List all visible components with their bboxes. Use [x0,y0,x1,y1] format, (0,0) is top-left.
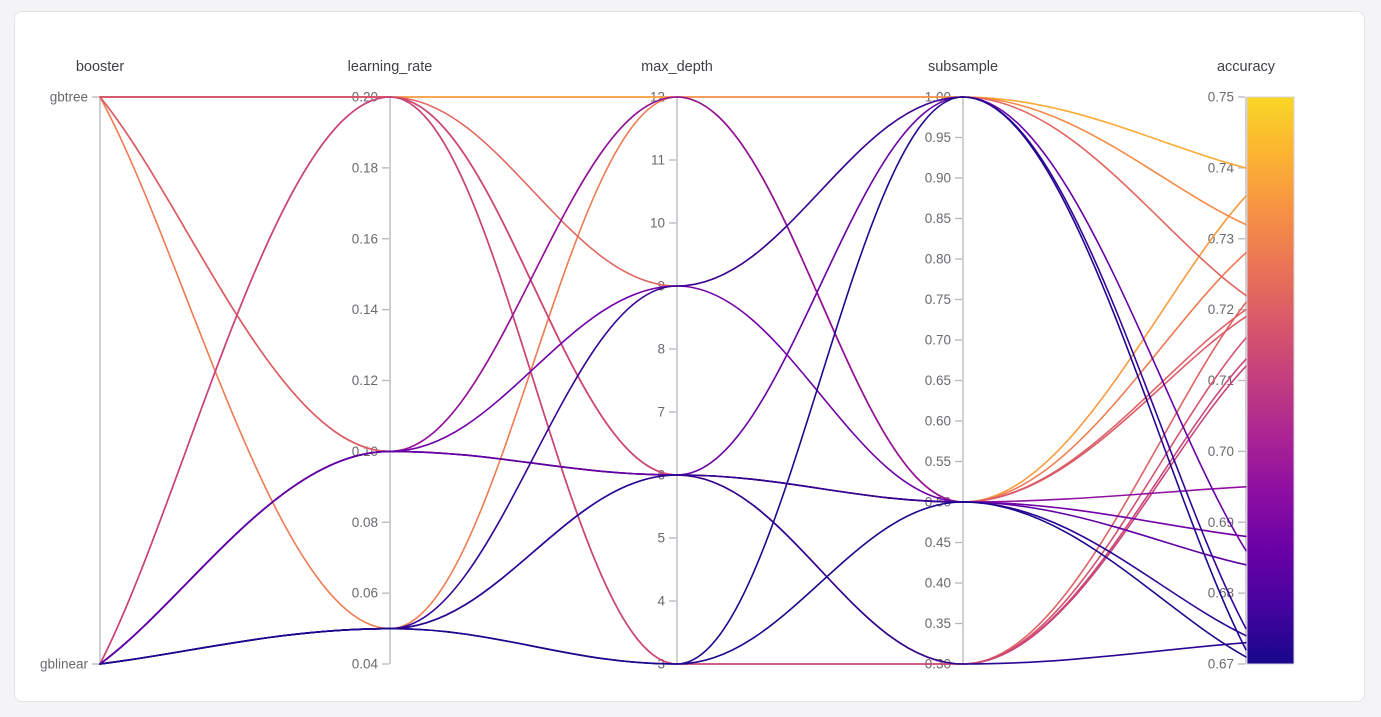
tick-label-subsample-1: 0.95 [925,130,951,145]
tick-label-max_depth-8: 4 [657,594,665,609]
tick-label-max_depth-1: 11 [651,153,665,168]
trial-lines-layer [99,96,1247,665]
tick-label-subsample-4: 0.80 [925,252,951,267]
tick-label-subsample-11: 0.45 [925,535,951,550]
tick-label-max_depth-2: 10 [650,216,665,231]
tick-label-learning_rate-4: 0.12 [352,373,378,388]
trial-line-18 [99,96,1247,665]
tick-label-learning_rate-2: 0.16 [352,231,378,246]
trial-line-13 [99,96,1247,665]
trial-line-3 [99,96,1247,630]
tick-label-subsample-8: 0.60 [925,414,951,429]
axis-booster[interactable]: gbtree gblinear [40,90,101,672]
tick-label-max_depth-3: 9 [657,279,665,294]
tick-label-accuracy-3: 0.72 [1208,302,1234,317]
tick-label-subsample-6: 0.70 [925,333,951,348]
tick-label-subsample-7: 0.65 [925,373,951,388]
tick-label-accuracy-0: 0.75 [1208,90,1234,105]
tick-label-subsample-2: 0.90 [925,171,951,186]
trial-line-1 [99,96,1247,503]
trial-line-5 [99,96,1247,665]
tick-label-max_depth-5: 7 [657,405,665,420]
tick-label-accuracy-8: 0.67 [1208,657,1234,672]
tick-label-subsample-13: 0.35 [925,616,951,631]
axis-title-booster[interactable]: booster [76,59,125,75]
tick-label-learning_rate-6: 0.08 [352,515,378,530]
tick-label-booster-0: gbtree [50,90,88,105]
axis-title-learning_rate[interactable]: learning_rate [348,59,433,75]
tick-label-booster-1: gblinear [40,657,89,672]
trial-line-0 [99,96,1247,169]
tick-label-subsample-9: 0.55 [925,454,951,469]
trial-line-15 [99,96,1247,665]
axis-title-subsample[interactable]: subsample [928,59,998,75]
axes-layer: gbtreegblinear0.200.180.160.140.120.100.… [40,90,1247,672]
trial-line-10 [99,96,1247,665]
axis-title-max_depth[interactable]: max_depth [641,59,713,75]
trial-line-14 [99,450,1247,665]
tick-label-max_depth-4: 8 [657,342,665,357]
tick-label-accuracy-5: 0.70 [1208,444,1234,459]
trial-line-9 [99,96,1247,665]
axis-learning_rate[interactable]: 0.200.180.160.140.120.100.080.060.04 [352,90,391,672]
trial-line-4 [99,96,1247,297]
accuracy-colorbar [1246,96,1295,665]
tick-label-learning_rate-8: 0.04 [352,657,379,672]
axis-subsample[interactable]: 1.000.950.900.850.800.750.700.650.600.55… [925,90,964,672]
tick-label-learning_rate-1: 0.18 [352,160,378,175]
axis-title-accuracy[interactable]: accuracy [1217,59,1276,75]
trial-line-6 [99,96,1247,503]
tick-label-subsample-3: 0.85 [925,211,951,226]
tick-label-subsample-5: 0.75 [925,292,951,307]
trial-line-11 [99,96,1247,665]
tick-label-learning_rate-7: 0.06 [352,586,378,601]
tick-label-accuracy-7: 0.68 [1208,586,1234,601]
tick-label-subsample-12: 0.40 [925,576,951,591]
chart-card [14,11,1365,702]
tick-label-accuracy-1: 0.74 [1208,160,1235,175]
tick-label-accuracy-4: 0.71 [1208,373,1234,388]
trial-line-2 [99,96,1247,453]
axis-titles-layer: booster learning_rate max_depth subsample ac… [76,59,1276,75]
tick-label-learning_rate-3: 0.14 [352,302,379,317]
trial-line-19 [99,501,1247,665]
tick-label-max_depth-7: 5 [657,531,665,546]
axis-accuracy[interactable]: 0.750.740.730.720.710.700.690.680.67 [1208,90,1247,672]
trial-line-8 [99,96,1247,665]
trial-line-7 [99,96,1247,503]
